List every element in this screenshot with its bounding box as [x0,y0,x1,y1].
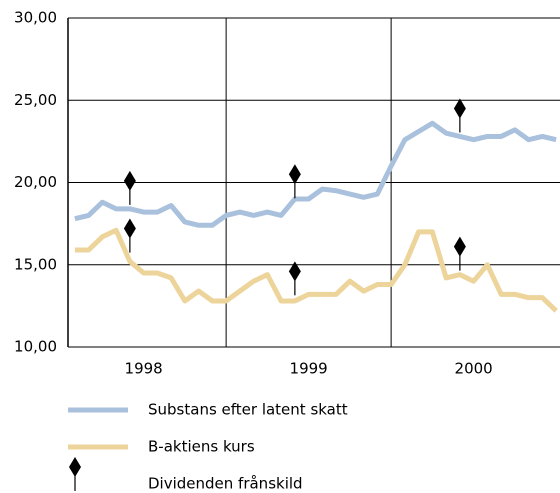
dividend-marker [453,236,466,257]
x-tick-label: 1998 [125,360,163,378]
legend-label: B-aktiens kurs [148,438,255,456]
series-line [74,120,557,228]
y-tick-label: 10,00 [14,338,57,356]
y-tick-label: 30,00 [14,9,57,27]
y-tick-label: 15,00 [14,255,57,273]
series-line [74,227,558,313]
dividend-marker [123,218,136,239]
legend-label: Dividenden frånskild [148,475,303,493]
dividend-marker [288,261,301,282]
dividend-marker [69,457,81,477]
y-tick-label: 25,00 [14,91,57,109]
dividend-marker [288,164,301,185]
x-tick-label: 1999 [290,360,328,378]
dividend-marker [123,170,136,191]
x-tick-label: 2000 [455,360,493,378]
legend-label: Substans efter latent skatt [148,401,348,419]
dividend-marker [453,98,466,119]
y-tick-label: 20,00 [14,173,57,191]
